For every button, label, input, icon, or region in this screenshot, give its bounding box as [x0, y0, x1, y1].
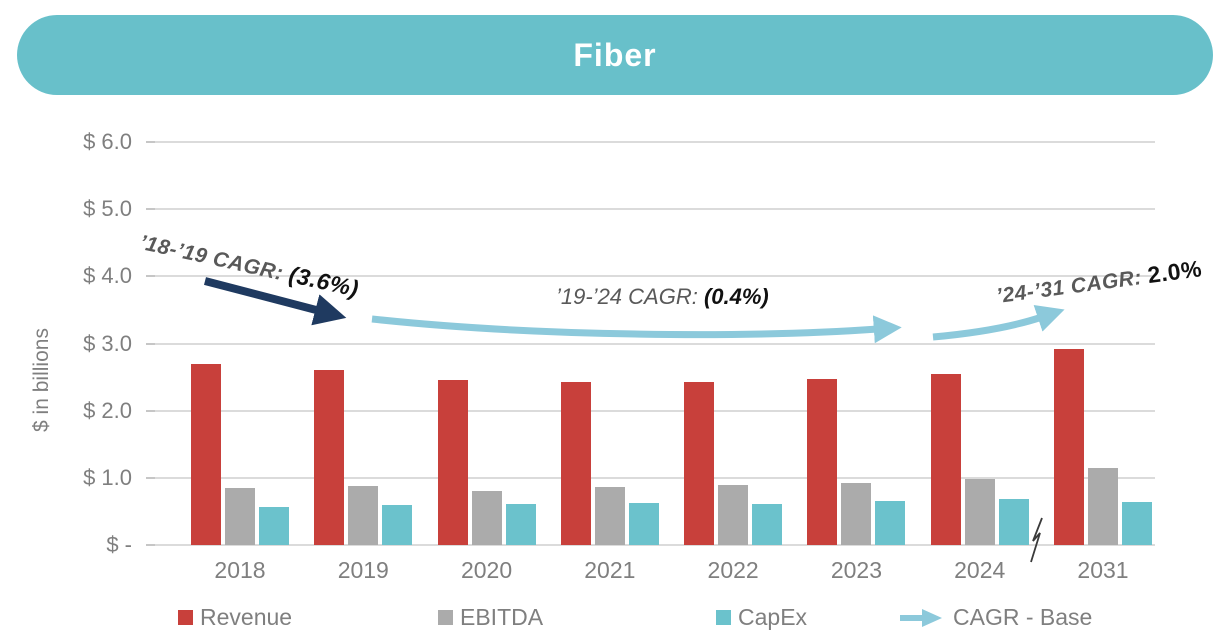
annotation-value: 2.0% — [1146, 255, 1204, 289]
x-tick-label: 2021 — [584, 557, 636, 583]
bar-group-2018 — [191, 142, 289, 545]
x-tick-label: 2024 — [954, 557, 1006, 583]
bar-revenue-2022 — [684, 381, 715, 545]
x-tick-label: 2019 — [337, 557, 389, 583]
gridline — [155, 544, 1155, 546]
y-tick-label: $ 5.0 — [83, 196, 132, 222]
legend-label: Revenue — [200, 604, 293, 630]
axis-break-icon — [1030, 517, 1043, 563]
ebitda-swatch-icon — [438, 610, 453, 625]
bar-revenue-2018 — [191, 363, 221, 545]
revenue-swatch-icon — [178, 610, 193, 625]
legend-item-revenue: Revenue — [178, 604, 292, 631]
y-tick-label: $ 3.0 — [83, 330, 132, 356]
bar-ebitda-2018 — [225, 487, 255, 545]
bar-revenue-2024 — [930, 373, 961, 545]
page-title: Fiber — [573, 36, 657, 73]
legend-label: CAGR - Base — [953, 604, 1093, 630]
legend-item-ebitda: EBITDA — [438, 604, 543, 631]
gridline — [155, 409, 1155, 412]
annotation-value: (0.4%) — [703, 284, 769, 309]
gridline — [155, 275, 1155, 278]
bar-capex-2019 — [382, 505, 413, 545]
bar-group-2020 — [437, 142, 536, 545]
bar-group-2021 — [560, 142, 659, 545]
bar-capex-2022 — [752, 504, 783, 545]
gridline — [155, 476, 1155, 479]
bar-group-2022 — [684, 142, 783, 545]
capex-swatch-icon — [716, 610, 731, 625]
y-tick-label: $ 2.0 — [83, 397, 132, 423]
bar-revenue-2021 — [560, 381, 591, 545]
y-tick-label: $ 6.0 — [83, 129, 132, 154]
bar-capex-2024 — [998, 499, 1029, 545]
y-tick-label: $ - — [106, 532, 132, 557]
bar-capex-2020 — [505, 504, 536, 545]
y-axis-tickmark — [146, 208, 155, 211]
y-tick-label: $ 1.0 — [83, 464, 132, 490]
bar-ebitda-2020 — [471, 491, 502, 545]
bar-capex-2018 — [259, 506, 289, 545]
bar-ebitda-2022 — [718, 485, 749, 545]
bar-group-2019 — [314, 142, 413, 545]
y-tick-label: $ 4.0 — [83, 263, 132, 289]
bar-ebitda-2019 — [348, 485, 379, 545]
bar-ebitda-2024 — [964, 478, 995, 545]
bar-ebitda-2021 — [594, 487, 625, 545]
y-axis-tickmark — [146, 275, 155, 278]
x-tick-label: 2020 — [460, 557, 513, 583]
y-axis-tickmark — [146, 342, 155, 345]
legend-label: CapEx — [738, 604, 808, 630]
bar-revenue-2023 — [807, 379, 838, 545]
bar-ebitda-2023 — [841, 482, 872, 545]
bar-revenue-2019 — [314, 370, 345, 545]
bar-revenue-2031 — [1054, 348, 1084, 545]
bar-capex-2023 — [875, 501, 906, 545]
bar-ebitda-2031 — [1088, 468, 1118, 545]
bar-group-2024 — [930, 142, 1029, 545]
x-tick-label: 2022 — [707, 557, 759, 583]
annotation-cagr-19-24: ’19-’24 CAGR: (0.4%) — [556, 284, 769, 310]
gridline — [155, 141, 1155, 143]
legend-item-cagr-base: CAGR - Base — [900, 604, 1092, 631]
cagr-arrow-icon — [900, 608, 942, 627]
annotation-label: ’19-’24 CAGR: — [556, 284, 704, 309]
x-tick-label: 2018 — [214, 557, 266, 583]
x-tick-label: 2023 — [830, 557, 882, 583]
x-tick-label: 2031 — [1077, 557, 1129, 583]
gridline — [155, 342, 1155, 345]
y-axis-tickmark — [146, 141, 155, 143]
bar-revenue-2020 — [437, 380, 468, 545]
title-banner: Fiber — [17, 15, 1213, 95]
legend-label: EBITDA — [460, 604, 544, 630]
bar-capex-2031 — [1122, 502, 1152, 545]
bar-capex-2021 — [628, 503, 659, 545]
bar-group-2023 — [807, 142, 906, 545]
y-axis-tickmark — [146, 544, 155, 546]
legend-item-capex: CapEx — [716, 604, 807, 631]
y-axis-tickmark — [146, 476, 155, 479]
y-axis-tickmark — [146, 409, 155, 412]
gridline — [155, 208, 1155, 211]
bar-group-2031 — [1054, 142, 1152, 545]
